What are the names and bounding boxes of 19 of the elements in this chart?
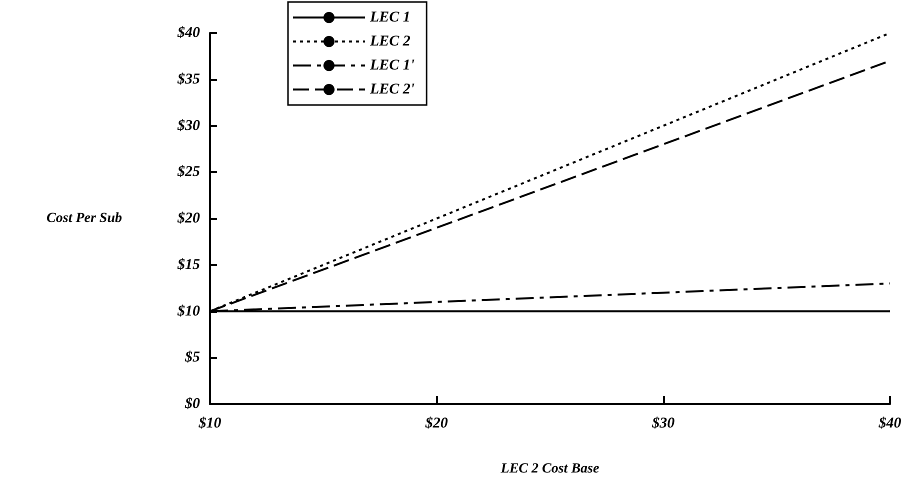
x-tick-label: $40	[878, 416, 902, 432]
y-axis-title: Cost Per Sub	[46, 211, 122, 226]
y-tick-label: $0	[184, 396, 200, 412]
y-tick-label: $15	[176, 256, 200, 273]
legend-label: LEC 2'	[369, 82, 415, 98]
y-tick-label: $35	[176, 71, 200, 88]
x-axis-title: LEC 2 Cost Base	[500, 462, 600, 476]
y-tick-label: $40	[176, 25, 200, 41]
y-tick-label: $25	[176, 164, 200, 180]
legend-label: LEC 2	[369, 34, 411, 50]
y-tick-label: $20	[176, 210, 200, 226]
legend-label: LEC 1	[369, 10, 410, 26]
y-tick-label: $10	[176, 303, 200, 320]
y-tick-label: $30	[176, 118, 200, 134]
x-tick-label: $30	[651, 416, 676, 432]
legend-label: LEC 1'	[369, 58, 415, 74]
y-tick-label: $5	[184, 350, 200, 366]
x-tick-label: $20	[424, 416, 448, 432]
x-tick-label: $10	[198, 416, 222, 432]
